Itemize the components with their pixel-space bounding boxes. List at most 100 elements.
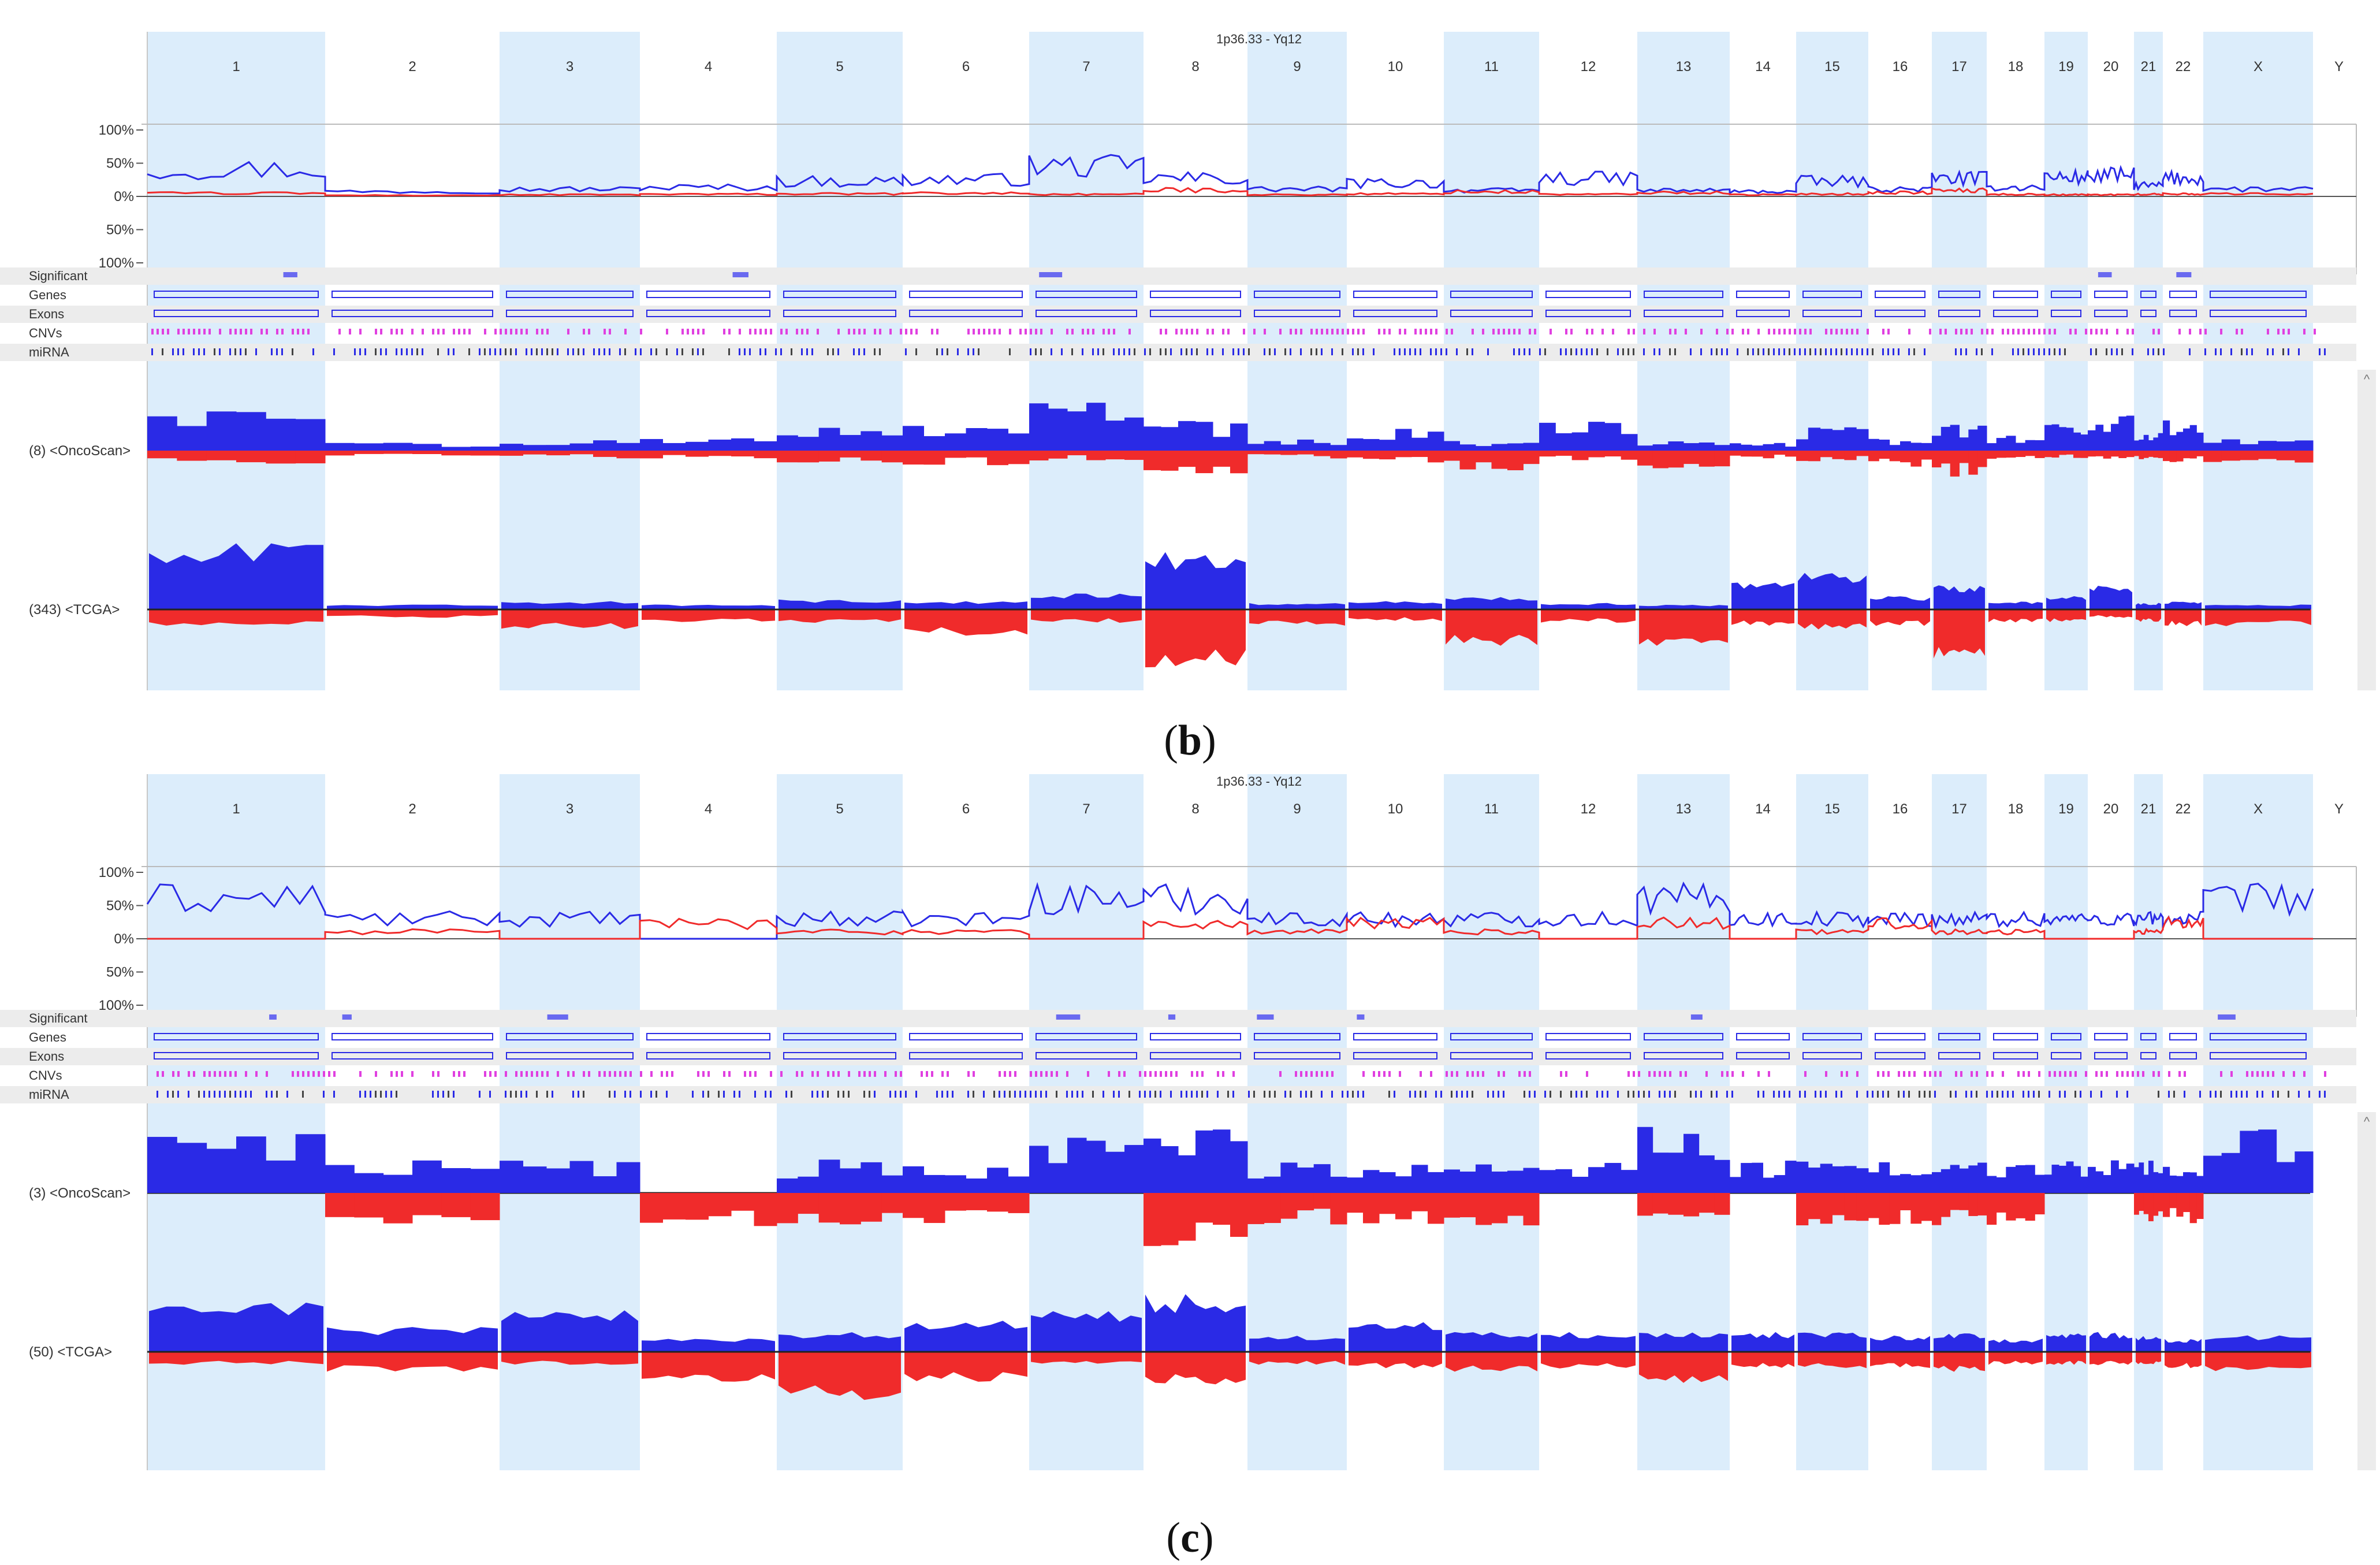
cnv-mark <box>1981 329 1983 334</box>
cnv-mark <box>1056 1071 1058 1077</box>
cnv-mark <box>614 1071 616 1077</box>
mirna-mark <box>1529 1091 1530 1098</box>
mirna-mark <box>1601 1091 1603 1098</box>
cnv-mark <box>214 1071 216 1077</box>
mirna-mark <box>1815 1091 1816 1098</box>
exon-track-block <box>506 310 634 317</box>
mirna-mark <box>531 348 532 355</box>
mirna-mark <box>1118 348 1120 355</box>
cnv-mark <box>921 1071 923 1077</box>
cnv-mark <box>1420 329 1422 334</box>
cnv-mark <box>484 1071 486 1077</box>
cnv-mark <box>754 329 757 334</box>
vertical-scrollbar[interactable] <box>2357 1112 2376 1470</box>
exon-track-block <box>1450 310 1533 317</box>
chromosome-label: 11 <box>1484 801 1499 817</box>
mirna-mark <box>1934 1091 1936 1098</box>
mirna-mark <box>468 348 470 355</box>
cnv-mark <box>754 1071 757 1077</box>
chromosome-label: 5 <box>836 59 843 75</box>
chromosome-label: 9 <box>1293 801 1301 817</box>
cnv-mark <box>863 329 866 334</box>
cnv-mark <box>1529 329 1531 334</box>
cnv-mark <box>1170 1071 1172 1077</box>
oncoscan-gain-bar <box>2295 440 2314 451</box>
chromosome-label: 20 <box>2103 59 2119 75</box>
mirna-mark <box>1212 348 1213 355</box>
oncoscan-gain-bar <box>840 434 861 451</box>
cnv-mark <box>1388 329 1391 334</box>
mirna-mark <box>1269 348 1271 355</box>
tcga-gain-area <box>904 601 1027 609</box>
oncoscan-loss-bar <box>1105 451 1125 460</box>
cnv-mark <box>1503 329 1505 334</box>
chromosome-label: 12 <box>1581 59 1596 75</box>
oncoscan-loss-bar <box>1195 451 1213 474</box>
mirna-mark <box>453 348 455 355</box>
oncoscan-loss-bar <box>1856 451 1869 456</box>
mirna-mark <box>1867 348 1868 355</box>
oncoscan-gain-bar <box>1124 1144 1144 1193</box>
mirna-mark <box>1149 1091 1151 1098</box>
exon-track-block <box>1802 1052 1862 1060</box>
cnv-mark <box>234 329 237 334</box>
tcga-loss-area <box>1031 1352 1142 1364</box>
mirna-mark <box>2100 1091 2102 1098</box>
tcga-loss-area <box>779 1352 901 1400</box>
exon-track-block <box>2169 310 2197 317</box>
cnv-mark <box>1456 1071 1458 1077</box>
chromosome-label: X <box>2254 59 2263 75</box>
tcga-gain-area <box>1731 582 1794 609</box>
mirna-mark <box>1035 1091 1037 1098</box>
mirna-mark <box>1757 348 1759 355</box>
mirna-mark <box>1004 1091 1005 1098</box>
oncoscan-gain-bar <box>1313 1164 1331 1193</box>
oncoscan-gain-bar <box>1588 422 1605 451</box>
cnv-mark <box>2126 1071 2129 1077</box>
mirna-mark <box>245 348 247 355</box>
oncoscan-loss-bar <box>147 451 177 459</box>
cnv-mark <box>312 1071 315 1077</box>
oncoscan-gain-bar <box>2059 427 2066 451</box>
oncoscan-loss-bar <box>1785 451 1797 457</box>
cnv-mark <box>785 329 788 334</box>
cnv-mark <box>1498 1071 1500 1077</box>
chromosome-label: 5 <box>836 801 843 817</box>
mirna-mark <box>1180 1091 1182 1098</box>
oncoscan-gain-bar <box>2169 435 2177 451</box>
cnv-mark <box>999 329 1001 334</box>
cnv-mark <box>1310 329 1313 334</box>
gene-track-block <box>2051 1033 2081 1040</box>
cnv-mark <box>1721 1071 1723 1077</box>
vertical-scrollbar[interactable] <box>2357 370 2376 690</box>
oncoscan-loss-bar <box>1428 1193 1444 1224</box>
oncoscan-loss-bar <box>1652 1193 1668 1214</box>
oncoscan-loss-bar <box>1029 451 1049 461</box>
mirna-mark <box>1461 1091 1463 1098</box>
mirna-mark <box>541 348 543 355</box>
mirna-mark <box>1180 348 1182 355</box>
mirna-mark <box>1841 1091 1842 1098</box>
mirna-mark <box>572 1091 574 1098</box>
mirna-mark <box>198 348 200 355</box>
oncoscan-loss-bar <box>1523 451 1540 464</box>
gene-track-block <box>646 291 770 298</box>
cnv-mark <box>640 329 642 334</box>
cnv-mark <box>396 1071 398 1077</box>
oncoscan-loss-bar <box>1178 451 1196 467</box>
mirna-mark <box>1570 1091 1572 1098</box>
y-axis-tick-label: 100% <box>99 122 134 138</box>
cnv-mark <box>1180 329 1183 334</box>
mirna-mark <box>1903 1091 1905 1098</box>
cnv-mark <box>188 329 190 334</box>
cnv-mark <box>1939 1071 1942 1077</box>
mirna-mark <box>1596 1091 1598 1098</box>
mirna-mark <box>1643 1091 1645 1098</box>
oncoscan-gain-bar <box>1029 1146 1049 1193</box>
cnv-mark <box>2002 1071 2004 1077</box>
oncoscan-gain-bar <box>2044 425 2052 451</box>
mirna-mark <box>2126 1091 2128 1098</box>
cnv-mark <box>1113 329 1115 334</box>
cnv-mark <box>874 1071 876 1077</box>
oncoscan-loss-bar <box>2035 451 2045 458</box>
